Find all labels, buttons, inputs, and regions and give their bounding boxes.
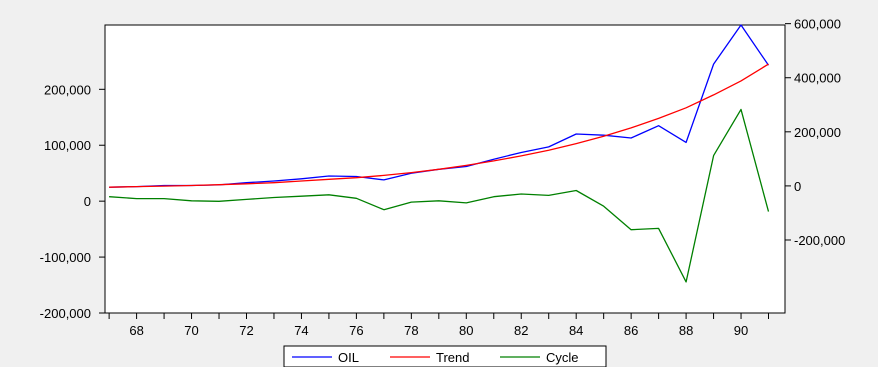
x-tick-label: 88 [679,323,693,338]
left-y-tick-label: 0 [84,194,91,209]
right-y-axis: -200,000 0 200,000 400,000 600,000 [785,17,845,248]
x-tick-label: 78 [404,323,418,338]
x-tick-label: 72 [239,323,253,338]
left-y-tick-label: 100,000 [44,138,91,153]
x-tick-label: 82 [514,323,528,338]
legend-box [283,345,607,367]
left-y-tick-label: -200,000 [40,306,91,321]
series-line-trend [109,63,769,188]
right-y-tick-label: -200,000 [794,233,845,248]
left-y-axis: -200,000 -100,000 0 100,000 200,000 [40,82,105,321]
series-layer [109,24,770,283]
x-tick-label: 90 [734,323,748,338]
x-tick-label: 86 [624,323,638,338]
right-y-tick-label: 400,000 [794,71,841,86]
right-y-tick-label: 200,000 [794,125,841,140]
right-y-tick-label: 600,000 [794,17,841,32]
left-y-tick-label: 200,000 [44,82,91,97]
legend-label-cycle: Cycle [546,350,579,365]
right-y-tick-label: 0 [794,179,801,194]
legend-label-trend: Trend [436,350,469,365]
x-tick-label: 84 [569,323,583,338]
x-tick-label: 76 [349,323,363,338]
x-tick-label: 74 [294,323,308,338]
x-tick-label: 80 [459,323,473,338]
left-y-tick-label: -100,000 [40,250,91,265]
x-axis: 68 70 72 74 76 78 80 82 84 86 88 90 [108,313,770,338]
series-line-cycle [109,108,770,283]
x-tick-label: 68 [129,323,143,338]
legend-label-oil: OIL [338,350,359,365]
x-tick-label: 70 [184,323,198,338]
legend: OIL Trend Cycle [283,345,607,367]
